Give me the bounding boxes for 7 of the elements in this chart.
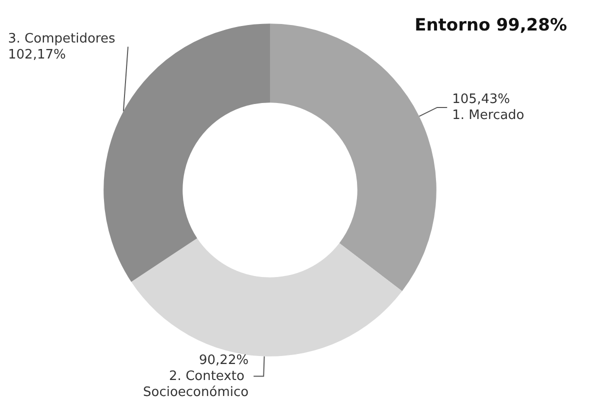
data-label: 105,43% xyxy=(452,92,510,107)
data-label: 102,17% xyxy=(8,47,66,62)
data-label: 90,22% xyxy=(199,352,249,368)
slice-label: 3. Competidores xyxy=(8,31,116,46)
chart-title: Entorno 99,28% xyxy=(414,16,568,36)
slice-label: 1. Mercado xyxy=(452,108,524,123)
slice-label: 2. Contexto Socioeconómico xyxy=(142,368,249,400)
